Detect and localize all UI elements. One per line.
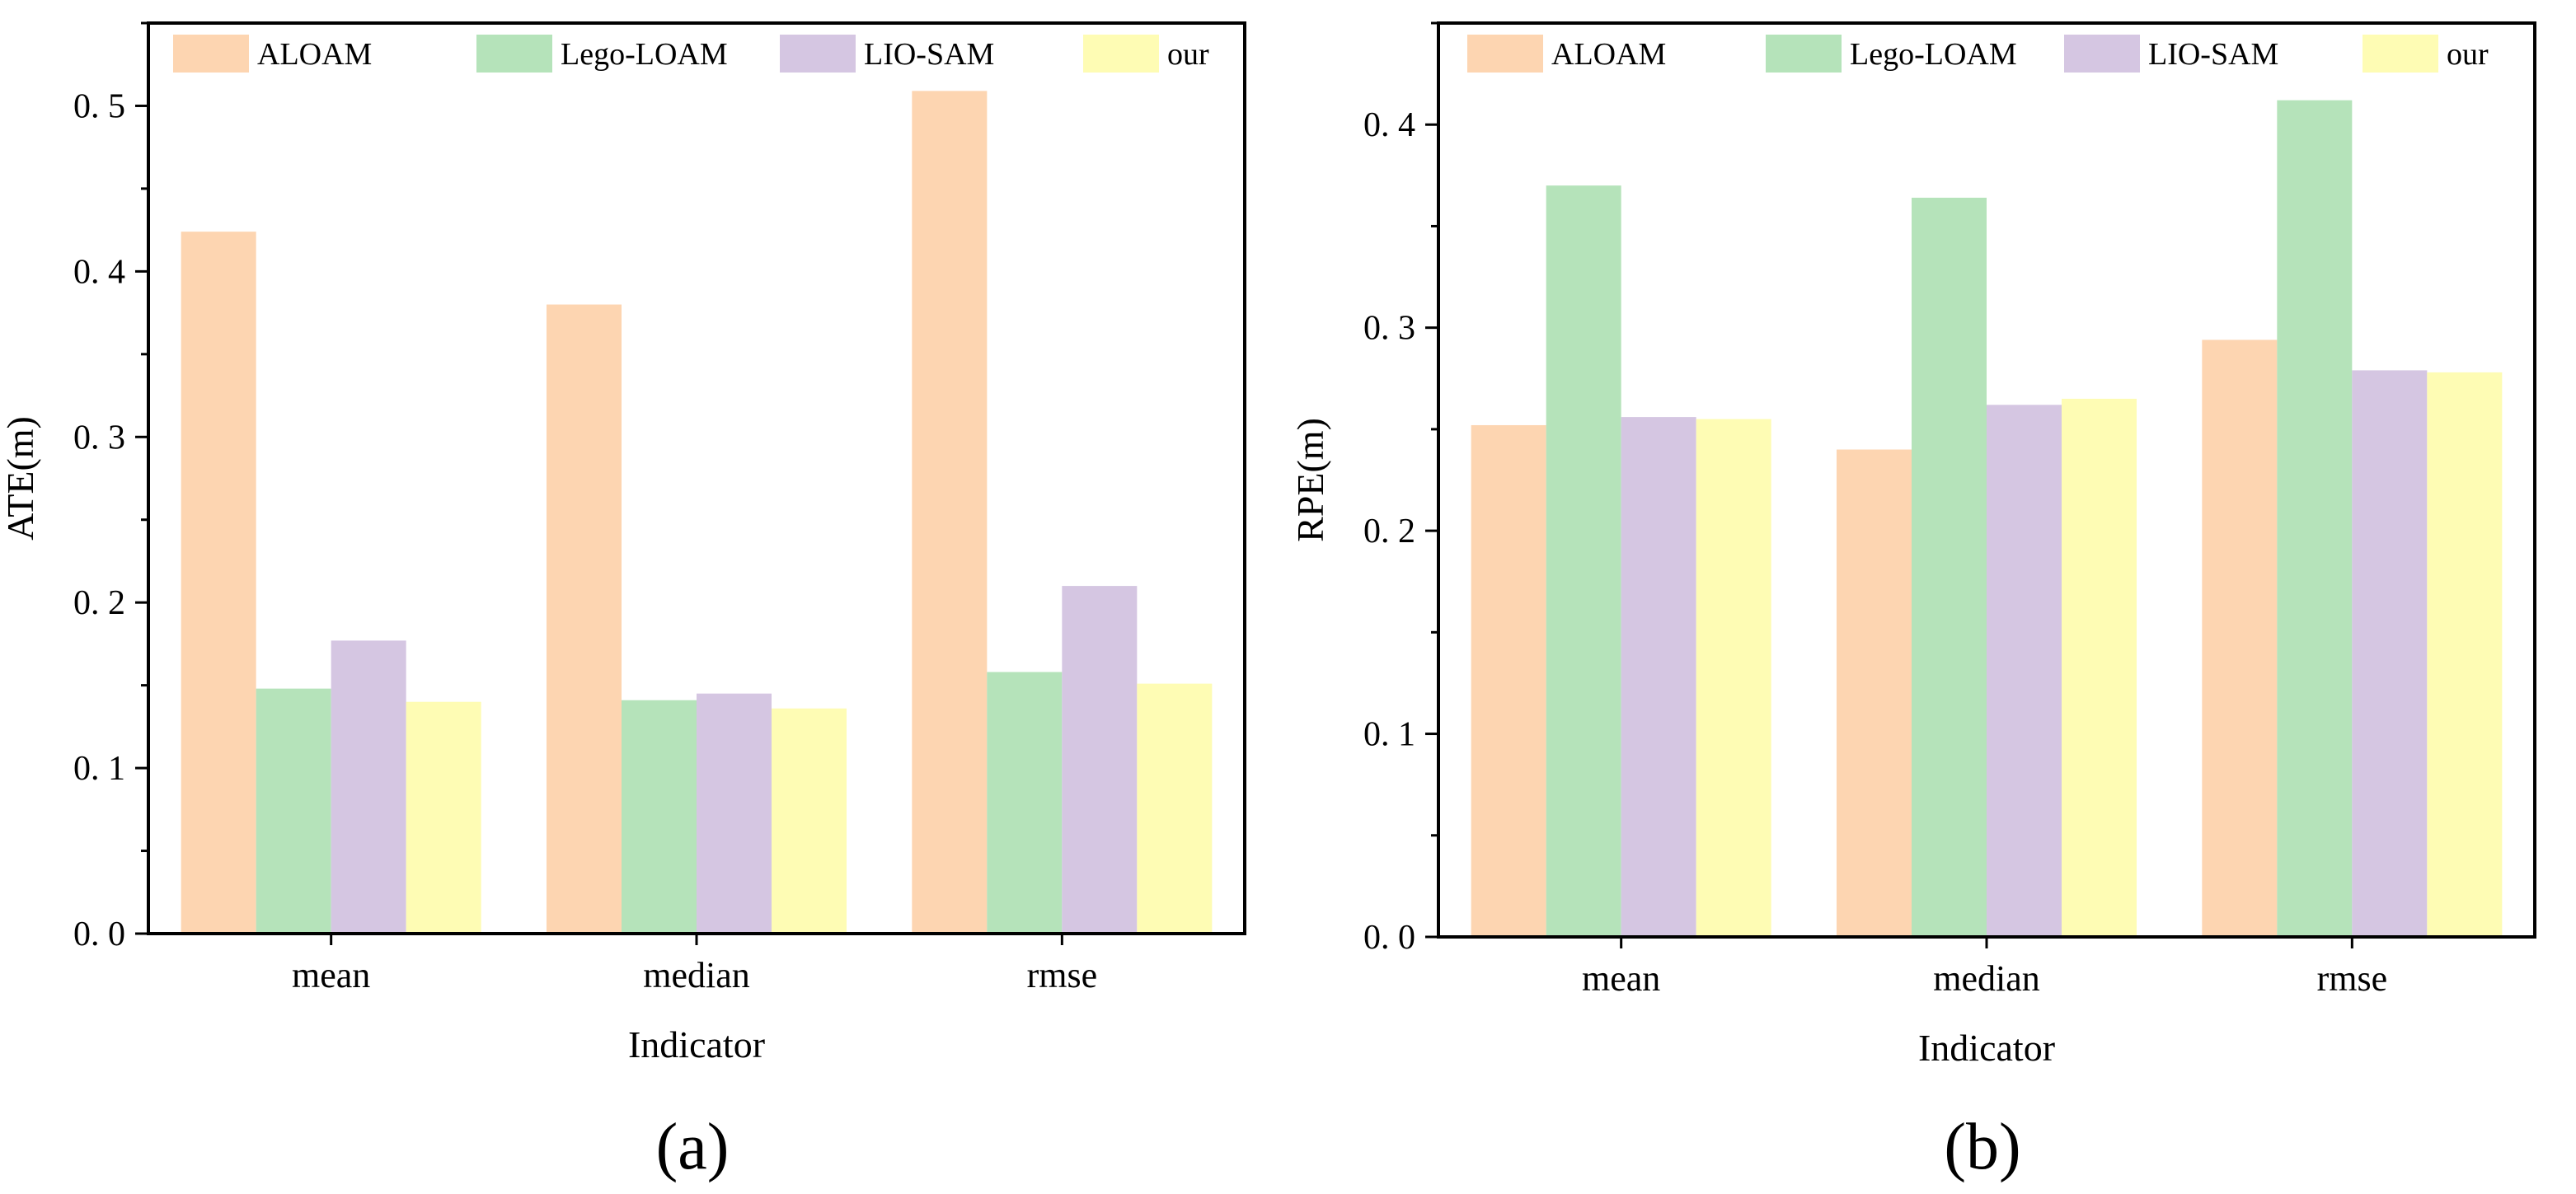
bar-lego-loam-median [1912, 197, 1987, 938]
legend-swatch-lio-sam [780, 35, 856, 73]
bar-lego-loam-rmse [2277, 100, 2353, 938]
bar-our-median [772, 708, 847, 934]
y-tick-label: 0. 3 [73, 419, 125, 457]
legend-swatch-our [2363, 35, 2438, 73]
bar-our-mean [406, 701, 481, 934]
panel-label: (a) [656, 1111, 730, 1183]
legend-label-lio-sam: LIO-SAM [2148, 37, 2278, 72]
bar-our-median [2062, 398, 2137, 937]
panel-label: (b) [1944, 1111, 2020, 1183]
legend-label-aloam: ALOAM [257, 37, 372, 72]
bar-lio-sam-rmse [1062, 586, 1138, 934]
bar-lio-sam-median [1987, 405, 2062, 937]
y-tick-label: 0. 0 [1363, 919, 1415, 957]
bar-our-mean [1696, 419, 1771, 938]
y-tick-label: 0. 1 [73, 750, 125, 788]
bar-lego-loam-rmse [987, 672, 1063, 934]
x-tick-label: mean [1582, 958, 1660, 999]
y-axis-title: ATE(m) [0, 416, 41, 541]
legend-label-lego-loam: Lego-LOAM [561, 37, 728, 72]
chart-panel-a: mean median rmse 0. 0 0. 1 0. 2 0. 3 0. 4 0. 5 In… [0, 21, 1246, 1183]
legend-label-aloam: ALOAM [1551, 37, 1666, 72]
x-axis-title: Indicator [1918, 1027, 2055, 1069]
bar-aloam-median [1837, 449, 1912, 937]
legend-label-our: our [2447, 37, 2489, 72]
bar-aloam-mean [1471, 424, 1546, 937]
bar-our-rmse [1137, 683, 1213, 934]
bar-aloam-median [547, 304, 622, 934]
bar-lio-sam-mean [331, 640, 406, 934]
x-tick-label: median [1933, 958, 2040, 999]
x-tick-label: mean [292, 955, 370, 995]
legend-swatch-our [1083, 35, 1159, 73]
bar-our-rmse [2427, 372, 2503, 938]
legend-swatch-lego-loam [476, 35, 552, 73]
bar-lio-sam-rmse [2352, 370, 2428, 937]
y-tick-label: 0. 1 [1363, 716, 1415, 754]
legend-label-lio-sam: LIO-SAM [864, 37, 994, 72]
legend-swatch-lio-sam [2064, 35, 2140, 73]
bar-aloam-mean [181, 232, 256, 934]
y-tick-label: 0. 4 [73, 253, 125, 291]
bar-lio-sam-median [697, 693, 772, 934]
legend-label-lego-loam: Lego-LOAM [1850, 37, 2017, 72]
y-tick-label: 0. 2 [73, 584, 125, 622]
y-tick-label: 0. 3 [1363, 310, 1415, 348]
x-tick-label: rmse [1027, 955, 1098, 995]
y-axis-title: RPE(m) [1289, 418, 1331, 542]
x-axis-title: Indicator [628, 1023, 765, 1065]
legend-swatch-aloam [173, 35, 249, 73]
plot-frame [1437, 21, 2536, 939]
chart-panel-b: mean median rmse 0. 0 0. 1 0. 2 0. 3 0. 4 Indica… [1289, 21, 2536, 1183]
plot-frame [147, 21, 1246, 935]
bar-lego-loam-median [622, 700, 697, 934]
bar-lego-loam-mean [256, 688, 331, 934]
y-tick-label: 0. 0 [73, 915, 125, 953]
y-tick-label: 0. 4 [1363, 106, 1415, 144]
bar-lio-sam-mean [1621, 417, 1696, 937]
x-tick-label: rmse [2317, 958, 2388, 999]
y-tick-label: 0. 5 [73, 87, 125, 125]
legend-label-our: our [1167, 37, 1209, 72]
bar-aloam-rmse [2202, 339, 2278, 937]
x-tick-label: median [643, 955, 750, 995]
y-tick-label: 0. 2 [1363, 513, 1415, 550]
legend-swatch-lego-loam [1766, 35, 1842, 73]
legend-swatch-aloam [1467, 35, 1543, 73]
bar-lego-loam-mean [1546, 185, 1621, 938]
bar-aloam-rmse [912, 91, 988, 934]
